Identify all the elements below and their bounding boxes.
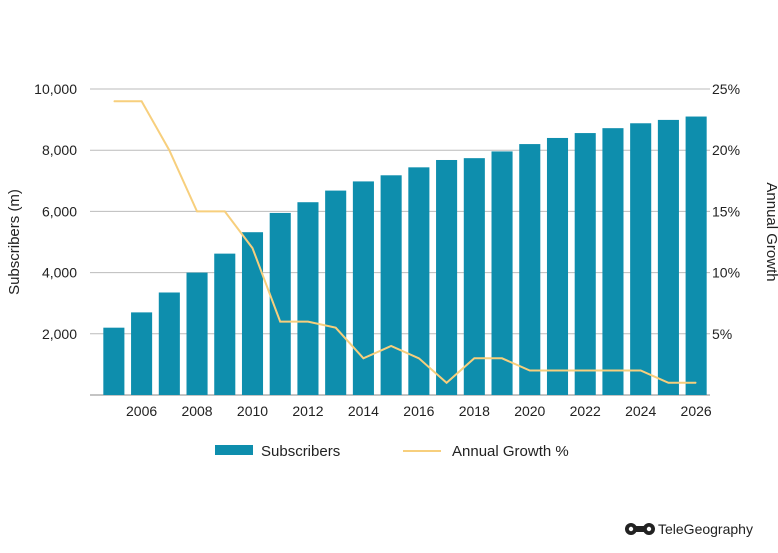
right-tick-label: 5% [712,326,732,342]
legend-label-subscribers: Subscribers [261,443,340,460]
growth-point-2012 [307,321,309,323]
legend: Subscribers Annual Growth % [215,443,569,460]
right-axis-ticks: 5% 10% 15% 20% 25% [712,81,740,342]
x-tick-label: 2022 [570,403,601,419]
growth-point-2010 [252,247,253,249]
bar-2011 [269,212,291,395]
growth-point-2021 [557,370,558,372]
right-tick-label: 25% [712,81,740,97]
bar-2005 [103,327,125,395]
legend-swatch-subscribers [215,445,253,455]
growth-point-2009 [224,210,226,212]
bar-2017 [436,159,458,395]
growth-point-2024 [640,370,642,372]
growth-point-2017 [446,382,448,384]
growth-point-2026 [695,382,697,384]
x-tick-label: 2014 [348,403,379,419]
growth-point-2022 [584,370,586,372]
growth-point-2013 [335,327,337,329]
x-tick-label: 2026 [681,403,712,419]
growth-point-2023 [612,370,614,372]
left-axis-ticks: 2,000 4,000 6,000 8,000 10,000 [34,81,77,342]
bar-2025 [657,119,679,395]
bar-2016 [408,167,430,395]
bar-2013 [325,190,347,395]
left-tick-label: 6,000 [42,203,77,219]
legend-label-annual-growth: Annual Growth % [452,443,569,460]
x-tick-label: 2024 [625,403,656,419]
logo-text: TeleGeography [658,521,753,537]
bar-2007 [158,292,180,395]
bar-2009 [214,253,236,395]
bar-2020 [519,144,541,395]
bar-2006 [131,312,153,395]
annual-growth-line [113,100,697,385]
bar-2019 [491,151,513,395]
growth-point-2025 [667,382,669,384]
x-axis-ticks: 2006 2008 2010 2012 2014 2016 2018 2020 2022 2024… [126,403,712,419]
bar-2008 [186,272,208,395]
growth-point-2006 [141,100,143,102]
x-tick-label: 2016 [403,403,434,419]
growth-point-2011 [279,321,281,323]
telegeography-logo-icon [625,523,655,535]
left-tick-label: 10,000 [34,81,77,97]
growth-point-2016 [418,357,420,359]
bar-2015 [380,175,402,395]
x-tick-label: 2018 [459,403,490,419]
x-tick-label: 2012 [292,403,323,419]
right-tick-label: 15% [712,203,740,219]
bar-2014 [352,181,374,395]
bar-2022 [574,133,596,395]
growth-point-2014 [362,357,364,359]
x-tick-label: 2010 [237,403,268,419]
left-tick-label: 2,000 [42,326,77,342]
telegeography-logo: TeleGeography [625,521,753,537]
right-tick-label: 10% [712,265,740,281]
growth-polyline [113,100,697,385]
growth-point-2020 [529,370,531,372]
bar-2024 [630,123,652,395]
x-tick-label: 2006 [126,403,157,419]
bar-2026 [685,116,707,395]
growth-point-2018 [473,357,475,359]
right-tick-label: 20% [712,142,740,158]
subscribers-bars [103,116,707,395]
growth-point-2019 [501,357,503,359]
growth-point-2007 [168,149,170,151]
bar-2018 [463,158,485,395]
bar-2012 [297,202,319,395]
left-tick-label: 8,000 [42,142,77,158]
x-tick-label: 2008 [181,403,212,419]
bar-2021 [546,137,569,395]
bar-2010 [241,232,264,395]
left-axis-title: Subscribers (m) [6,189,23,295]
growth-point-2008 [196,210,198,212]
growth-point-2005 [113,100,115,102]
bar-2023 [602,128,624,395]
x-tick-label: 2020 [514,403,545,419]
growth-point-2015 [390,345,392,347]
right-axis-title: Annual Growth [763,182,778,281]
left-tick-label: 4,000 [42,265,77,281]
